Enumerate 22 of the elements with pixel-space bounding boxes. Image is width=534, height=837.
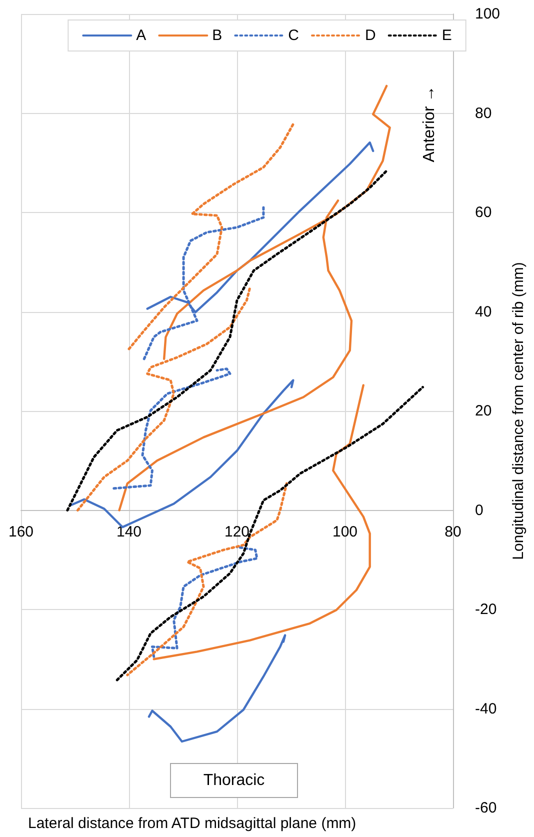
y-axis-title: Longitudinal distance from center of rib (mm) [510,262,527,560]
annotation: Anterior → [421,86,440,162]
y-tick-label: -40 [475,700,497,718]
y-tick-label: -60 [475,800,497,816]
legend-label: B [212,27,222,44]
x-tick-label: 160 [8,523,34,540]
legend-label: E [442,27,452,44]
legend-label: D [365,27,376,44]
y-tick-label: 0 [475,502,484,519]
x-axis-title: Lateral distance from ATD midsagittal plane (mm) [28,815,356,832]
x-tick-label: 140 [116,523,142,540]
x-tick-label: 80 [444,523,462,540]
y-tick-label: 20 [475,402,492,420]
legend-label: C [288,27,300,44]
y-tick-label: 40 [475,303,492,320]
x-tick-label: 100 [332,523,358,540]
legend-label: A [136,27,146,44]
y-tick-label: -20 [475,601,497,618]
y-tick-label: 80 [475,104,492,122]
x-tick-label: 120 [224,523,250,540]
y-tick-label: 100 [475,6,500,22]
y-tick-label: 60 [475,204,492,221]
